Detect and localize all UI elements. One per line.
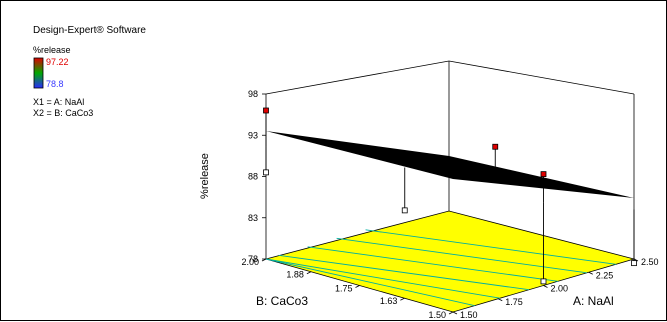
- x-tick-mark: [588, 271, 593, 275]
- y-tick-mark: [306, 271, 312, 275]
- y-tick-label: 1.75: [335, 284, 353, 294]
- contour-line: [278, 254, 530, 291]
- x-tick-mark: [452, 311, 458, 315]
- x-axis-label: A: NaAl: [573, 294, 614, 308]
- x-tick-label: 2.00: [551, 284, 569, 294]
- x-tick-label: 1.50: [460, 310, 478, 320]
- top-left-edge: [265, 60, 450, 95]
- app-title: Design-Expert® Software: [33, 25, 146, 36]
- y-tick-label: 2.00: [241, 257, 259, 267]
- y-axis-ticks: 1.50 1.63 1.75 1.88 2.00: [241, 257, 454, 320]
- floor-contour-lines: [265, 229, 616, 307]
- z-tick-label: 78: [248, 254, 258, 264]
- z-tick-label: 88: [248, 172, 258, 182]
- contour-line: [336, 237, 588, 274]
- x-axis-ticks: 1.50 1.75 2.00 2.25 2.50: [452, 257, 659, 320]
- x-tick-mark: [543, 285, 548, 288]
- top-right-edge: [448, 60, 635, 95]
- x-tick-label: 1.75: [505, 297, 523, 307]
- contour-line: [265, 258, 501, 299]
- design-point-marker: [540, 278, 547, 285]
- y-tick-mark: [355, 285, 360, 288]
- z-axis-ticks: 98 93 88 83 78: [248, 89, 266, 264]
- legend-high-value: 97.22: [46, 57, 69, 67]
- legend-low-value: 78.8: [46, 79, 64, 89]
- y-tick-label: 1.63: [380, 296, 398, 306]
- y-tick-mark: [400, 297, 405, 301]
- contour-line: [265, 258, 475, 307]
- design-point-marker: [492, 143, 499, 150]
- factor-x1: X1 = A: NaAl: [33, 97, 84, 107]
- x-tick-mark: [633, 258, 639, 262]
- y-tick-label: 1.88: [286, 270, 304, 280]
- design-point-marker: [540, 171, 547, 178]
- factor-x2: X2 = B: CaCo3: [33, 108, 93, 118]
- y-tick-mark: [448, 311, 454, 315]
- legend-color-bar: [33, 57, 44, 89]
- z-tick-label: 83: [248, 213, 258, 223]
- y-tick-mark: [261, 258, 267, 262]
- design-point-marker: [263, 107, 269, 114]
- z-axis-label: %release: [199, 153, 211, 199]
- z-tick-label: 93: [248, 130, 258, 140]
- x-tick-label: 2.50: [641, 257, 659, 267]
- design-points: [263, 107, 637, 285]
- contour-line: [365, 229, 616, 265]
- response-surface: [266, 131, 634, 198]
- contour-line: [307, 246, 559, 282]
- x-tick-mark: [498, 298, 503, 302]
- design-point-marker: [631, 260, 637, 267]
- design-point-marker: [263, 169, 269, 176]
- z-tick-label: 98: [248, 89, 258, 99]
- legend-response-label: %release: [33, 45, 71, 55]
- design-point-marker: [401, 207, 408, 214]
- y-axis-label: B: CaCo3: [256, 294, 308, 308]
- y-tick-label: 1.50: [428, 310, 446, 320]
- x-tick-label: 2.25: [596, 270, 614, 280]
